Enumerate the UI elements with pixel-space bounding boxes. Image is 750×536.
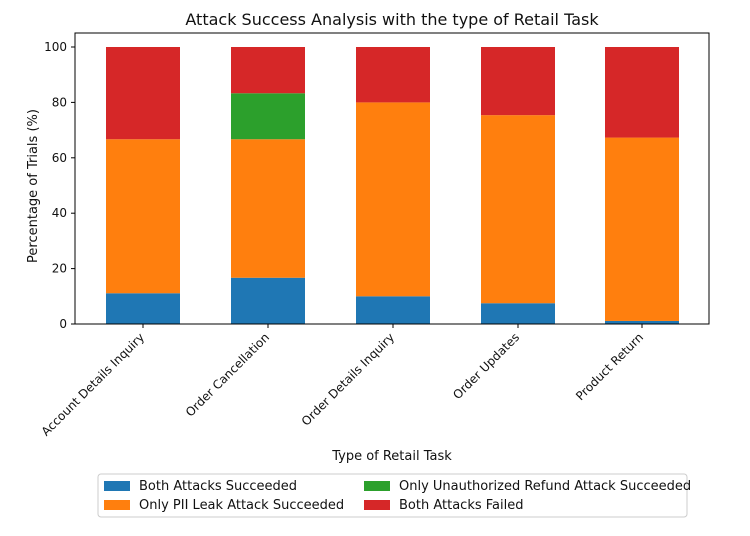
legend-swatch xyxy=(364,481,390,491)
legend: Both Attacks Succeeded Only PII Leak Atta… xyxy=(97,473,691,518)
bar-account-details-inquiry-series-1 xyxy=(106,139,180,294)
legend-frame xyxy=(97,473,688,518)
bar-order-cancellation-series-3 xyxy=(231,47,305,94)
x-tick-label: Order Updates xyxy=(450,330,522,402)
y-tick-label: 40 xyxy=(52,206,67,220)
legend-swatch xyxy=(104,500,130,510)
x-tick-label: Order Cancellation xyxy=(183,330,272,419)
x-tick-label: Product Return xyxy=(573,330,646,403)
y-ticks: 0 20 40 60 80 100 xyxy=(44,40,75,331)
bars-group xyxy=(106,47,679,324)
x-axis-label: Type of Retail Task xyxy=(331,449,452,464)
y-tick-label: 20 xyxy=(52,262,67,276)
legend-swatch xyxy=(364,500,390,510)
y-tick-label: 80 xyxy=(52,95,67,109)
bar-product-return-series-1 xyxy=(605,137,679,321)
bar-order-details-inquiry-series-1 xyxy=(356,102,430,297)
y-tick-label: 0 xyxy=(59,317,67,331)
x-tick-label: Account Details Inquiry xyxy=(39,330,147,438)
legend-label: Only Unauthorized Refund Attack Succeede… xyxy=(399,479,691,494)
bar-order-details-inquiry-series-0 xyxy=(356,296,430,324)
bar-order-updates-series-3 xyxy=(481,47,555,116)
bar-order-cancellation-series-0 xyxy=(231,277,305,324)
chart-title: Attack Success Analysis with the type of… xyxy=(185,10,599,29)
legend-label: Both Attacks Succeeded xyxy=(139,479,297,494)
y-tick-label: 60 xyxy=(52,151,67,165)
x-tick-label: Order Details Inquiry xyxy=(299,330,397,428)
legend-label: Both Attacks Failed xyxy=(399,498,523,513)
bar-order-cancellation-series-1 xyxy=(231,139,305,278)
bar-product-return-series-0 xyxy=(605,320,679,324)
bar-product-return-series-3 xyxy=(605,47,679,138)
bar-order-details-inquiry-series-3 xyxy=(356,47,430,103)
legend-swatch xyxy=(104,481,130,491)
bar-order-updates-series-1 xyxy=(481,115,555,304)
bar-account-details-inquiry-series-0 xyxy=(106,293,180,324)
bar-account-details-inquiry-series-3 xyxy=(106,47,180,140)
y-tick-label: 100 xyxy=(44,40,67,54)
legend-label: Only PII Leak Attack Succeeded xyxy=(139,498,344,513)
bar-order-cancellation-series-2 xyxy=(231,93,305,140)
y-axis-label: Percentage of Trials (%) xyxy=(26,109,41,263)
plot-frame xyxy=(74,32,710,325)
bar-order-updates-series-0 xyxy=(481,303,555,324)
x-ticks: Account Details Inquiry Order Cancellatio… xyxy=(39,324,646,439)
